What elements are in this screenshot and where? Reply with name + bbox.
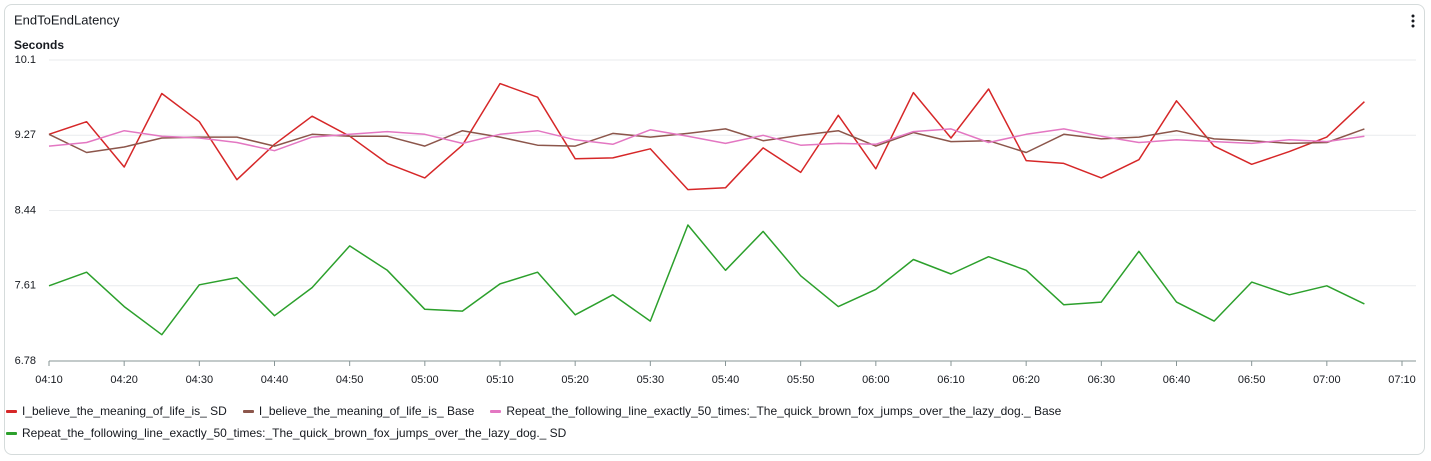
x-tick-label: 04:50 [336, 374, 364, 386]
y-tick-label: 7.61 [15, 280, 36, 292]
x-tick-label: 04:10 [35, 374, 63, 386]
legend-swatch [242, 409, 254, 413]
x-tick-label: 06:20 [1012, 374, 1040, 386]
x-tick-label: 06:00 [862, 374, 890, 386]
y-axis-label: Seconds [14, 38, 64, 52]
series-line [48, 128, 1365, 154]
x-tick-label: 06:50 [1238, 374, 1266, 386]
x-tick-label: 04:30 [186, 374, 214, 386]
x-tick-label: 05:10 [486, 374, 514, 386]
y-tick-label: 10.1 [15, 54, 36, 66]
menu-icon[interactable] [1411, 14, 1415, 28]
chart: EndToEndLatency Seconds 6.78 7.61 8.44 9.27… [14, 12, 1416, 386]
x-tick-label: 06:10 [937, 374, 965, 386]
chart-title: EndToEndLatency [14, 12, 120, 27]
y-tick-label: 6.78 [15, 355, 36, 367]
legend-swatch [490, 409, 502, 413]
x-tick-label: 06:40 [1163, 374, 1191, 386]
legend-label: Repeat_the_following_line_exactly_50_tim… [22, 426, 567, 440]
x-tick-label: 04:20 [110, 374, 138, 386]
legend-item[interactable]: Repeat_the_following_line_exactly_50_tim… [490, 403, 1061, 419]
legend-item[interactable]: I_believe_the_meaning_of_life_is_ SD [6, 403, 227, 419]
legend: I_believe_the_meaning_of_life_is_ SD I_be… [6, 403, 1106, 441]
series-line [48, 128, 1365, 152]
x-tick-label: 05:00 [411, 374, 439, 386]
y-tick-label: 9.27 [15, 129, 36, 141]
widget-card [4, 4, 1425, 455]
x-tick-label: 04:40 [261, 374, 289, 386]
y-tick-label: 8.44 [15, 204, 36, 216]
x-tick-label: 07:10 [1388, 374, 1416, 386]
series-line [48, 82, 1365, 191]
legend-item[interactable]: Repeat_the_following_line_exactly_50_tim… [6, 425, 566, 441]
x-tick-label: 06:30 [1088, 374, 1116, 386]
legend-item[interactable]: I_believe_the_meaning_of_life_is_ Base [242, 403, 475, 419]
legend-swatch [6, 409, 17, 413]
legend-label: I_believe_the_meaning_of_life_is_ SD [22, 404, 227, 418]
x-tick-label: 05:30 [637, 374, 665, 386]
x-tick-label: 05:40 [712, 374, 740, 386]
series-line [48, 224, 1365, 336]
legend-label: Repeat_the_following_line_exactly_50_tim… [506, 404, 1062, 418]
x-tick-label: 05:20 [561, 374, 589, 386]
legend-swatch [6, 431, 17, 435]
x-tick-label: 05:50 [787, 374, 815, 386]
x-tick-label: 07:00 [1313, 374, 1341, 386]
legend-label: I_believe_the_meaning_of_life_is_ Base [258, 404, 475, 418]
